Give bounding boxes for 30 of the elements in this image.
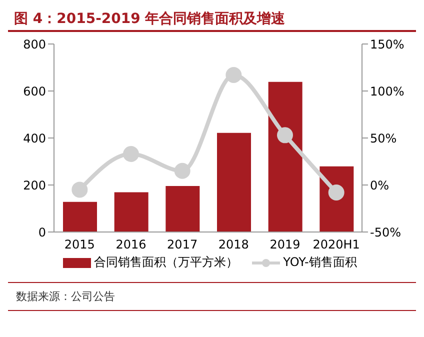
legend-label: YOY-销售面积	[283, 254, 357, 271]
bar	[63, 202, 97, 232]
point	[174, 162, 190, 179]
source-note: 数据来源：公司公告	[16, 289, 116, 304]
x-tick-label: 2019	[270, 238, 300, 252]
y-tick-label: 400	[23, 131, 46, 146]
point	[226, 67, 242, 84]
y2-tick-label: 50%	[370, 131, 397, 146]
x-tick-label: 2018	[218, 238, 249, 252]
bar	[114, 192, 148, 232]
y-tick-label: 0	[38, 225, 46, 240]
bar	[268, 82, 302, 232]
point	[277, 127, 293, 144]
y-tick-label: 200	[23, 178, 46, 192]
point	[123, 146, 139, 162]
x-tick-label: 2020H1	[312, 238, 360, 252]
y2-tick-label: 150%	[370, 37, 404, 52]
y2-tick-label: 100%	[370, 84, 404, 98]
y-tick-label: 600	[23, 84, 46, 98]
y2-tick-label: 0%	[370, 178, 390, 192]
y-tick-label: 800	[23, 37, 46, 52]
point	[72, 182, 88, 198]
x-tick-label: 2015	[64, 238, 95, 252]
bar	[166, 186, 200, 232]
legend-label: 合同销售面积（万平方米）	[94, 254, 238, 271]
y2-tick-label: -50%	[370, 225, 402, 240]
bar	[217, 132, 251, 232]
chart-title: 图 4：2015-2019 年合同销售面积及增速	[8, 8, 416, 32]
x-tick-label: 2016	[116, 238, 146, 252]
x-tick-label: 2017	[167, 238, 198, 252]
